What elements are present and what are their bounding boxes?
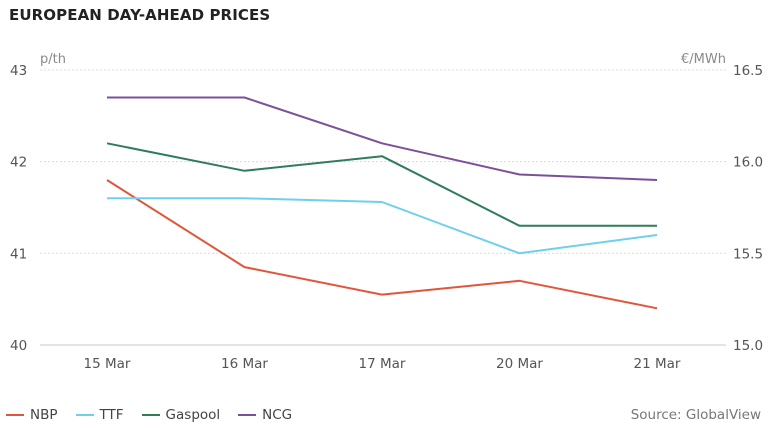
right-axis-tick-label: 15.5 [733, 246, 763, 262]
x-axis-tick-label: 16 Mar [221, 356, 268, 372]
left-axis-tick-label: 41 [10, 246, 27, 262]
legend-swatch [6, 414, 24, 416]
right-axis-tick-label: 15.0 [733, 338, 763, 354]
series-line-nbp [106, 179, 658, 310]
legend-label: TTF [99, 407, 124, 423]
series-line-ttf [107, 197, 658, 255]
legend-swatch [141, 414, 160, 416]
legend-item-nbp: NBP [6, 407, 58, 423]
left-axis-tick-label: 40 [10, 338, 27, 354]
x-axis-tick-label: 17 Mar [359, 356, 406, 372]
right-axis-tick-label: 16.0 [733, 155, 763, 171]
left-axis-tick-label: 43 [10, 63, 27, 79]
x-axis-tick-label: 20 Mar [496, 356, 543, 372]
right-axis-unit: €/MWh [681, 52, 726, 67]
legend-label: Gaspool [165, 407, 221, 423]
chart-legend: NBP TTF Gaspool NCG [6, 407, 292, 423]
left-axis-unit: p/th [40, 52, 66, 67]
series-line-ncg [107, 96, 658, 181]
chart-title: EUROPEAN DAY-AHEAD PRICES [9, 6, 271, 24]
legend-label: NBP [30, 407, 58, 423]
legend-swatch [75, 414, 94, 416]
legend-item-ncg: NCG [238, 407, 292, 423]
legend-item-ttf: TTF [75, 407, 124, 423]
legend-swatch [238, 414, 257, 416]
x-axis-tick-label: 15 Mar [84, 356, 131, 372]
source-note: Source: GlobalView [630, 407, 761, 423]
series-line-gaspool [106, 142, 657, 227]
x-axis-tick-label: 21 Mar [634, 356, 681, 372]
left-axis-tick-label: 42 [10, 155, 27, 171]
legend-label: NCG [262, 407, 293, 423]
right-axis-tick-label: 16.5 [733, 63, 763, 79]
legend-item-gaspool: Gaspool [141, 407, 221, 423]
